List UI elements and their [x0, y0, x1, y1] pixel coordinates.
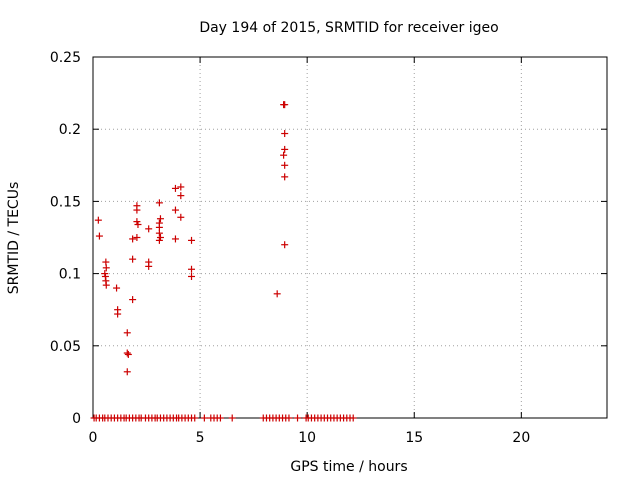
y-tick-label: 0.2 — [59, 122, 81, 138]
data-point — [281, 130, 289, 138]
data-point — [102, 281, 110, 289]
x-tick-label: 0 — [89, 430, 98, 446]
data-point — [171, 184, 179, 192]
data-point — [133, 234, 141, 241]
x-tick-label: 20 — [512, 430, 530, 446]
data-point — [281, 241, 289, 249]
y-tick-label: 0.15 — [50, 194, 81, 210]
data-point — [177, 213, 185, 221]
data-point — [156, 215, 164, 223]
data-point — [281, 173, 289, 181]
data-point-zero — [200, 414, 208, 422]
data-point — [171, 235, 179, 243]
y-axis-title: SRMTID / TECUs — [6, 182, 22, 295]
y-tick-label: 0.05 — [50, 339, 81, 355]
data-point — [102, 264, 110, 272]
data-point — [177, 183, 185, 191]
data-point — [145, 225, 153, 233]
data-point — [188, 265, 196, 273]
data-point — [123, 329, 131, 337]
data-point — [281, 145, 289, 153]
tick-labels: 0 0.05 0.1 0.15 0.2 0.25 0 5 10 15 20 — [50, 50, 530, 446]
data-point — [171, 206, 179, 214]
data-point-zero — [294, 414, 302, 422]
data-point — [281, 161, 289, 169]
plot-frame — [92, 56, 608, 419]
data-point — [188, 236, 196, 244]
data-point-zero — [191, 414, 199, 422]
data-point — [133, 206, 141, 214]
data-point — [94, 216, 102, 224]
data-point — [280, 151, 288, 159]
data-point-zero — [216, 414, 224, 422]
axis-ticks — [92, 56, 607, 419]
data-point — [123, 349, 131, 357]
data-point — [95, 232, 103, 240]
data-point — [281, 101, 289, 109]
data-point — [129, 255, 137, 263]
grid-lines — [93, 57, 607, 418]
chart-title: Day 194 of 2015, SRMTID for receiver ige… — [199, 20, 498, 36]
data-point-zero — [285, 414, 293, 422]
data-point — [129, 296, 137, 304]
data-points — [90, 101, 357, 422]
y-tick-label: 0 — [72, 411, 81, 427]
data-point — [155, 199, 163, 207]
x-tick-label: 10 — [298, 430, 316, 446]
data-point — [155, 229, 163, 237]
data-point — [188, 272, 196, 280]
data-point — [124, 350, 132, 358]
data-point — [273, 290, 281, 298]
x-axis-title: GPS time / hours — [290, 459, 407, 475]
y-tick-label: 0.25 — [50, 50, 81, 66]
x-tick-label: 15 — [405, 430, 423, 446]
data-point — [123, 368, 131, 376]
data-point-zero — [349, 414, 357, 422]
data-point — [114, 310, 122, 318]
data-point — [134, 221, 142, 229]
data-point — [177, 192, 185, 200]
data-point-zero — [228, 414, 236, 422]
data-point — [155, 236, 163, 244]
data-point — [145, 262, 153, 270]
data-point — [129, 235, 137, 243]
y-tick-label: 0.1 — [59, 267, 81, 283]
data-point — [113, 284, 121, 292]
x-tick-label: 5 — [196, 430, 205, 446]
